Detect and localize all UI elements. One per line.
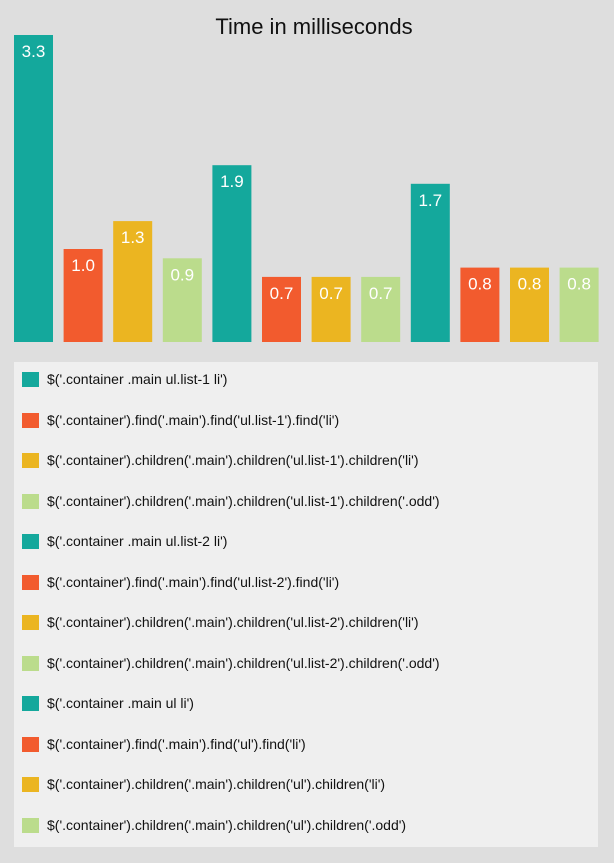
legend-swatch xyxy=(22,655,39,671)
bar-3 xyxy=(113,221,153,342)
legend-swatch xyxy=(22,817,39,833)
legend-label: $('.container').find('.main').find('ul.l… xyxy=(47,573,340,590)
bar-value-label-7: 0.7 xyxy=(319,284,343,303)
legend-label: $('.container').find('.main').find('ul')… xyxy=(47,735,306,752)
legend-label: $('.container').children('.main').childr… xyxy=(47,614,419,630)
legend-swatch xyxy=(22,736,39,752)
bar-11 xyxy=(510,267,549,342)
bar-4 xyxy=(162,258,202,342)
bar-value-label-3: 1.3 xyxy=(121,228,145,247)
bar-1 xyxy=(14,35,53,342)
legend-label: $('.container').children('.main').childr… xyxy=(47,776,386,792)
bar-value-label-11: 0.8 xyxy=(518,275,542,294)
bar-value-label-4: 0.9 xyxy=(170,265,194,284)
bar-10 xyxy=(460,267,500,342)
legend-label: $('.container').children('.main').childr… xyxy=(47,492,440,509)
bar-6 xyxy=(262,276,301,342)
bar-8 xyxy=(361,276,401,342)
chart-title: Time in milliseconds xyxy=(215,14,413,39)
legend-label: $('.container').children('.main').childr… xyxy=(47,816,407,833)
legend-swatch xyxy=(22,534,39,549)
legend-label: $('.container .main ul.list-2 li') xyxy=(47,533,228,549)
bar-value-label-6: 0.7 xyxy=(270,284,294,303)
bar-value-label-10: 0.8 xyxy=(468,275,492,294)
legend-swatch xyxy=(22,453,39,468)
legend-label: $('.container').children('.main').childr… xyxy=(47,654,440,671)
legend-swatch xyxy=(22,615,39,630)
legend-swatch xyxy=(22,777,39,792)
legend-swatch xyxy=(22,372,39,387)
bar-7 xyxy=(311,276,351,342)
legend-label: $('.container').children('.main').childr… xyxy=(47,452,419,468)
bar-value-label-2: 1.0 xyxy=(71,256,95,275)
bar-value-label-1: 3.3 xyxy=(22,42,46,61)
bar-2 xyxy=(63,249,103,342)
legend-label: $('.container .main ul li') xyxy=(47,695,194,711)
bar-value-label-9: 1.7 xyxy=(418,191,442,210)
legend-swatch xyxy=(22,412,39,428)
bar-chart: 3.3 1.0 1.3 0.9 1.9 0.7 0.7 0.7 1.7 0.8 0.8 0.8 xyxy=(14,35,599,342)
legend-swatch xyxy=(22,696,39,711)
bar-value-label-8: 0.7 xyxy=(369,284,393,303)
bar-12 xyxy=(559,267,599,342)
bar-5 xyxy=(212,165,252,342)
bar-9 xyxy=(410,183,450,342)
legend-label: $('.container').find('.main').find('ul.l… xyxy=(47,411,340,428)
legend-label: $('.container .main ul.list-1 li') xyxy=(47,371,228,387)
legend-swatch xyxy=(22,574,39,590)
legend-swatch xyxy=(22,493,39,509)
bar-value-label-5: 1.9 xyxy=(220,172,244,191)
bar-value-label-12: 0.8 xyxy=(567,275,591,294)
chart-legend: $('.container .main ul.list-1 li') $('.co… xyxy=(14,362,598,847)
